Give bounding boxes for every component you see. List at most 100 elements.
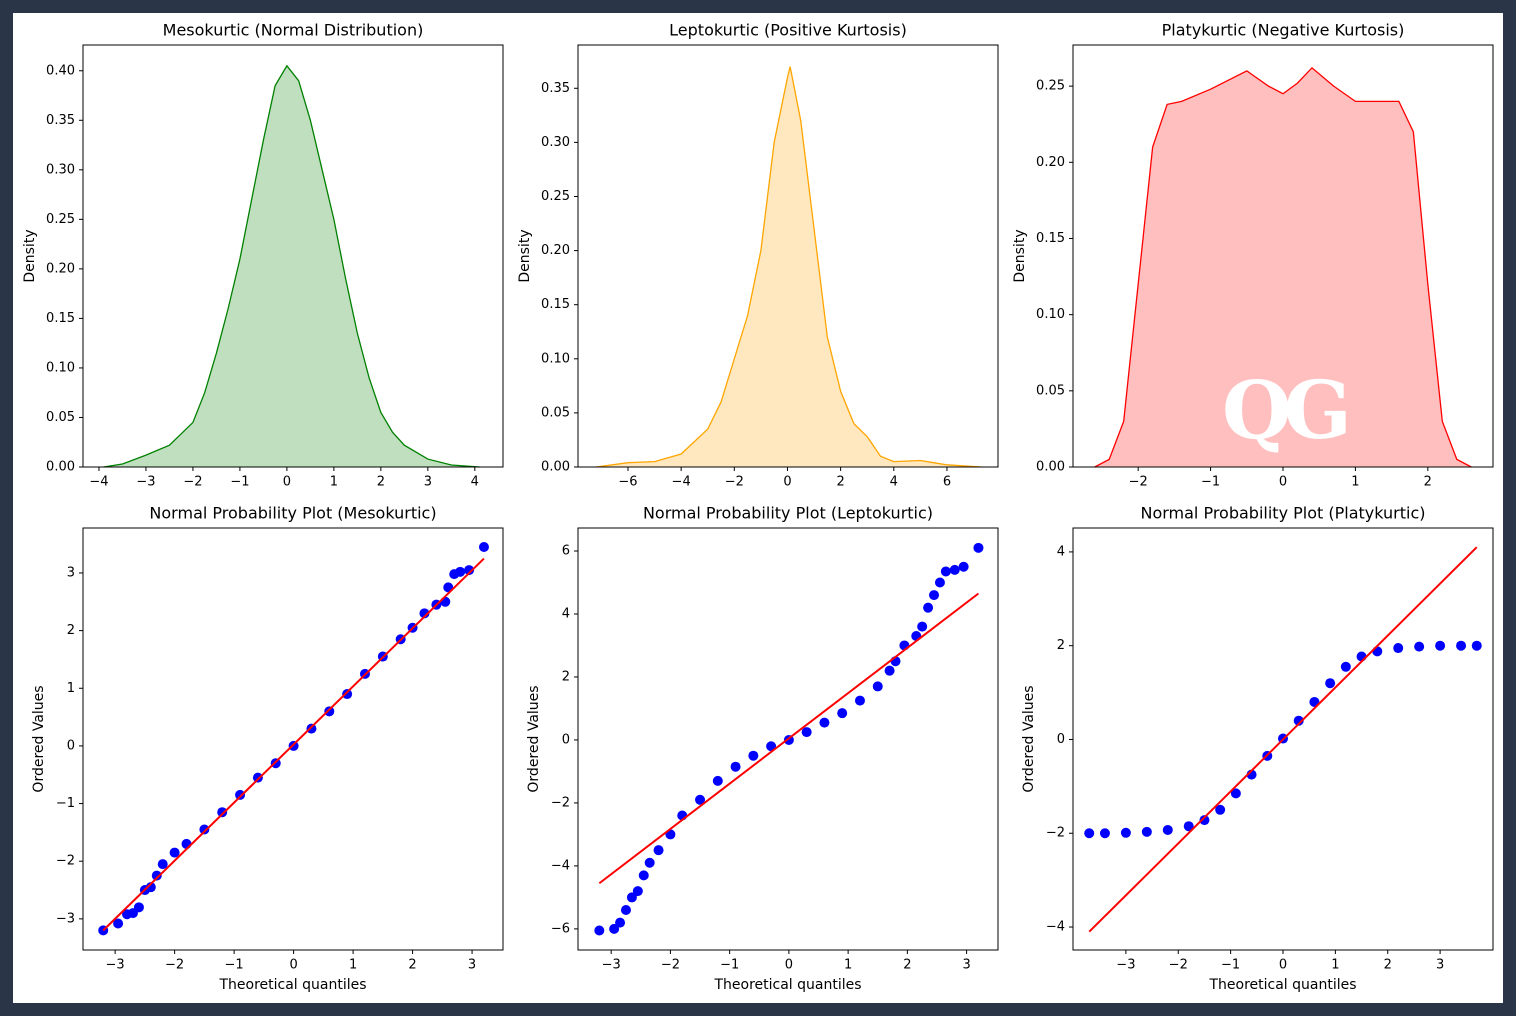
x-tick-label: −4 xyxy=(89,475,108,490)
y-tick-label: 0.15 xyxy=(1036,231,1065,246)
point xyxy=(854,695,865,706)
y-tick-label: 0.10 xyxy=(541,351,570,366)
x-tick-label: 2 xyxy=(377,475,385,490)
y-tick-label: 0.10 xyxy=(1036,307,1065,322)
point xyxy=(653,845,664,856)
point xyxy=(1356,651,1367,662)
point xyxy=(1414,641,1425,652)
fit-line xyxy=(102,557,485,932)
x-tick-label: −1 xyxy=(1221,958,1240,973)
y-tick-label: 0.00 xyxy=(1036,460,1065,475)
x-axis-label: Theoretical quantiles xyxy=(713,977,861,993)
y-tick-label: −2 xyxy=(1046,826,1065,841)
point xyxy=(917,621,928,632)
y-tick-label: 0 xyxy=(67,738,75,753)
point xyxy=(1120,827,1131,838)
y-tick-label: 0.00 xyxy=(541,460,570,475)
point xyxy=(342,689,353,700)
x-tick-label: 0 xyxy=(283,475,291,490)
x-tick-label: −2 xyxy=(183,475,202,490)
point xyxy=(872,681,883,692)
point xyxy=(1183,821,1194,832)
x-tick-label: −3 xyxy=(602,958,621,973)
x-tick-label: −1 xyxy=(230,475,249,490)
point xyxy=(766,741,777,752)
subplot-title: Leptokurtic (Positive Kurtosis) xyxy=(669,21,907,40)
y-tick-label: 0 xyxy=(1057,732,1065,747)
x-tick-label: −2 xyxy=(661,958,680,973)
y-axis-label: Ordered Values xyxy=(526,685,542,792)
x-tick-label: 0 xyxy=(1279,475,1287,490)
y-tick-label: 2 xyxy=(562,669,570,684)
point xyxy=(929,590,940,601)
point xyxy=(1372,646,1383,657)
y-tick-label: 0.30 xyxy=(46,162,75,177)
point xyxy=(1099,828,1110,839)
y-tick-label: 0.05 xyxy=(1036,383,1065,398)
point xyxy=(1435,640,1446,651)
point xyxy=(1141,826,1152,837)
x-tick-label: 1 xyxy=(844,958,852,973)
point xyxy=(615,917,626,928)
y-tick-label: 0.25 xyxy=(1036,79,1065,94)
y-tick-label: 0.15 xyxy=(541,297,570,312)
watermark: QG xyxy=(1222,363,1346,457)
area-fill xyxy=(1094,67,1472,467)
x-tick-label: −2 xyxy=(1169,958,1188,973)
point xyxy=(1471,640,1482,651)
x-tick-label: −2 xyxy=(1129,475,1148,490)
point xyxy=(1084,828,1095,839)
point xyxy=(819,717,830,728)
point xyxy=(748,750,759,761)
x-tick-label: 1 xyxy=(1351,475,1359,490)
density-line xyxy=(1094,66,1472,468)
point xyxy=(594,925,605,936)
x-tick-label: −2 xyxy=(725,475,744,490)
y-tick-label: 0.30 xyxy=(541,135,570,150)
point xyxy=(181,838,192,849)
point xyxy=(884,665,895,676)
axes-frame xyxy=(577,527,999,951)
x-axis-label: Theoretical quantiles xyxy=(218,977,366,993)
axes-frame xyxy=(577,44,999,468)
y-tick-label: 3 xyxy=(67,565,75,580)
axes-frame xyxy=(82,44,504,468)
point xyxy=(1230,788,1241,799)
point xyxy=(949,564,960,575)
y-tick-label: 0.25 xyxy=(541,189,570,204)
y-tick-label: 0.00 xyxy=(46,460,75,475)
point xyxy=(113,918,124,929)
point xyxy=(940,566,951,577)
y-tick-label: −3 xyxy=(56,911,75,926)
y-tick-label: 0.10 xyxy=(46,360,75,375)
point xyxy=(638,870,649,881)
x-tick-label: −3 xyxy=(136,475,155,490)
y-tick-label: −2 xyxy=(56,854,75,869)
y-tick-label: −6 xyxy=(551,921,570,936)
y-tick-label: 0.20 xyxy=(46,261,75,276)
point xyxy=(133,902,144,913)
x-tick-label: −3 xyxy=(106,958,125,973)
x-tick-label: −1 xyxy=(225,958,244,973)
point xyxy=(1215,804,1226,815)
x-tick-label: −1 xyxy=(1201,475,1220,490)
y-tick-label: 0.05 xyxy=(46,410,75,425)
x-tick-label: 3 xyxy=(468,958,476,973)
subplot-title: Normal Probability Plot (Mesokurtic) xyxy=(149,504,436,523)
x-axis-label: Theoretical quantiles xyxy=(1208,977,1356,993)
y-tick-label: 0.15 xyxy=(46,311,75,326)
subplot-title: Mesokurtic (Normal Distribution) xyxy=(163,21,424,40)
y-tick-label: 1 xyxy=(67,681,75,696)
density-line xyxy=(103,64,480,468)
x-tick-label: 3 xyxy=(424,475,432,490)
point xyxy=(801,727,812,738)
x-tick-label: 0 xyxy=(783,475,791,490)
y-tick-label: −4 xyxy=(1046,920,1065,935)
point xyxy=(151,870,162,881)
x-tick-label: 4 xyxy=(890,475,898,490)
x-tick-label: 2 xyxy=(1384,958,1392,973)
point xyxy=(478,542,489,553)
x-tick-label: 2 xyxy=(1424,475,1432,490)
point xyxy=(440,596,451,607)
